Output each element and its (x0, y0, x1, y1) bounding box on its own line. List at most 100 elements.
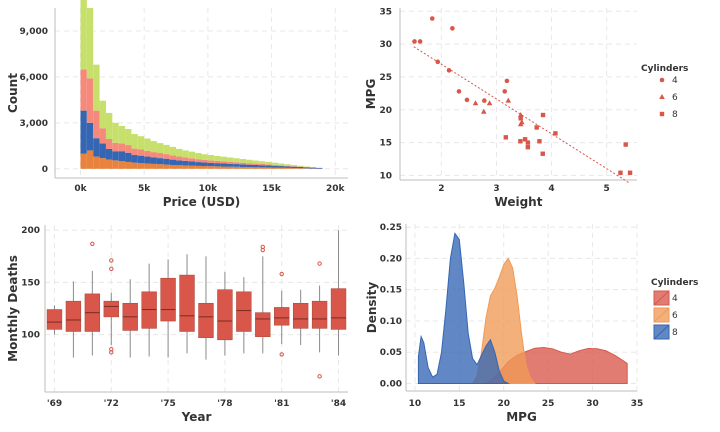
histogram-bar-green (188, 151, 196, 159)
boxplot-box (122, 279, 138, 358)
density-legend-label: 4 (672, 294, 678, 304)
boxplot-x-tick-label: '84 (331, 399, 346, 409)
histogram-bar-pink (156, 153, 164, 159)
scatter-point (417, 39, 423, 44)
density-y-tick-label: 0.25 (380, 223, 402, 233)
histogram-bar-orange (137, 162, 145, 169)
histogram-bar-pink (93, 110, 100, 139)
histogram-bar-green (246, 159, 253, 164)
histogram-bar-blue (144, 156, 151, 164)
scatter-point (464, 97, 470, 103)
scatter-point (446, 68, 452, 73)
scatter-legend-title: Cylinders (641, 64, 688, 74)
boxplot-x-tick-label: '72 (104, 399, 119, 409)
scatter-point (540, 112, 546, 118)
scatter-y-tick-label: 25 (379, 73, 392, 83)
boxplot-box-body (141, 291, 157, 329)
scatter-y-tick-label: 35 (379, 7, 392, 17)
boxplot-box-body (217, 289, 233, 341)
scatter-point (429, 16, 435, 21)
histogram-bar-blue (182, 160, 189, 166)
histogram-bar-green (182, 150, 189, 158)
scatter-point (503, 135, 509, 140)
histogram-bar-blue (316, 167, 323, 169)
histogram-bar-green (233, 158, 240, 163)
histogram-bar-pink (233, 162, 240, 165)
histogram-bar-blue (309, 167, 317, 169)
boxplot-box (179, 254, 195, 354)
density-x-axis-title: MPG (506, 410, 537, 424)
histogram-bar-pink (112, 142, 119, 152)
boxplot-box (103, 258, 119, 355)
density-legend-swatch-line (653, 324, 670, 340)
scatter-y-tick-label: 30 (379, 40, 392, 50)
histogram-bar-pink (80, 69, 87, 111)
boxplot-panel: '69 '72 '75 '78 '81 '84 100 150 200 Year Monthly D… (6, 225, 348, 424)
density-x-tick-label: 30 (586, 399, 599, 409)
scatter-point (537, 139, 542, 144)
scatter-point (553, 131, 558, 136)
density-legend-swatch-line (653, 307, 670, 323)
histogram-bar-green (297, 165, 304, 167)
scatter-point (623, 142, 628, 147)
histogram-bar-orange (125, 161, 132, 169)
histogram-bar-green (150, 141, 157, 153)
histogram-bar-blue (214, 163, 221, 167)
histogram-y-tick-label: 0 (42, 165, 48, 175)
histogram-bar-pink (195, 159, 202, 163)
histogram-bar-green (258, 161, 266, 164)
histogram-bar-orange (112, 160, 119, 169)
boxplot-y-axis-title: Monthly Deaths (6, 255, 20, 362)
boxplot-box (141, 263, 157, 357)
scatter-legend-label: 4 (672, 76, 678, 86)
boxplot-box-body (236, 291, 252, 332)
histogram-bar-blue (252, 164, 259, 168)
histogram-bar-blue (99, 143, 106, 159)
histogram-bar-blue (118, 151, 126, 162)
boxplot-outlier (109, 266, 114, 272)
boxplot-box (160, 259, 176, 358)
histogram-bar-green (220, 156, 227, 162)
histogram-bar-green (207, 155, 215, 161)
histogram-bar-green (214, 155, 221, 161)
scatter-x-tick-label: 4 (548, 184, 554, 194)
scatter-point (534, 125, 539, 130)
scatter-legend: Cylinders 4 6 8 (641, 64, 688, 120)
density-legend-title: Cylinders (651, 278, 698, 288)
density-y-tick-label: 0.20 (380, 254, 402, 264)
histogram-bar-orange (290, 168, 298, 169)
histogram-bar-blue (163, 158, 170, 165)
histogram-bar-orange (284, 167, 291, 169)
scatter-point (517, 121, 524, 127)
density-y-tick-label: 0.10 (380, 317, 402, 327)
boxplot-box-body (255, 312, 271, 337)
histogram-bar-pink (118, 143, 126, 152)
histogram-x-axis-title: Price (USD) (163, 195, 241, 209)
scatter-legend-marker (659, 94, 665, 99)
histogram-bar-green (131, 134, 138, 149)
scatter-point (540, 151, 545, 156)
density-x-tick-label: 10 (409, 399, 422, 409)
histogram-bar-green (201, 154, 208, 160)
histogram-bar-orange (176, 165, 183, 169)
scatter-point (517, 112, 524, 118)
scatter-panel-plot-area (400, 8, 637, 180)
histogram-bar-blue (80, 110, 87, 154)
scatter-y-tick-label: 20 (379, 106, 392, 116)
histogram-bar-pink (137, 149, 145, 156)
histogram-bar-blue (246, 164, 253, 168)
histogram-bar-blue (176, 160, 183, 166)
histogram-bar-blue (137, 155, 145, 163)
histogram-bar-pink (284, 165, 291, 167)
histogram-bar-pink (163, 154, 170, 159)
scatter-point (522, 137, 528, 142)
histogram-x-tick-label: 20k (326, 184, 346, 194)
histogram-bar-blue (220, 163, 227, 167)
histogram-bar-pink (131, 148, 138, 156)
histogram-bar-green (118, 125, 126, 144)
boxplot-box (217, 271, 233, 356)
histogram-bar-orange (239, 166, 247, 169)
histogram-bar-pink (258, 163, 266, 166)
histogram-bar-blue (195, 162, 202, 166)
boxplot-x-tick-label: '81 (274, 399, 289, 409)
